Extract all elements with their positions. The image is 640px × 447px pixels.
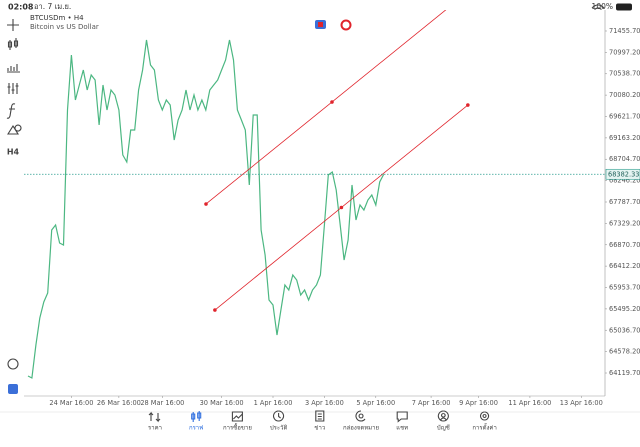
x-tick-label: 7 Apr 16:00 xyxy=(412,399,451,407)
y-tick-label: 68704.70 xyxy=(609,155,640,163)
x-tick-label: 24 Mar 16:00 xyxy=(49,399,93,407)
nav-icon xyxy=(231,411,243,422)
nav-item[interactable]: การซื้อขาย xyxy=(223,411,252,432)
analytics-tool[interactable] xyxy=(7,358,19,370)
trade-sell-icon[interactable] xyxy=(340,19,352,31)
nav-label: ราคา xyxy=(148,425,162,432)
nav-icon xyxy=(396,411,408,423)
y-tick-label: 67787.70 xyxy=(609,198,640,206)
y-tick-label: 71455.70 xyxy=(609,27,640,35)
x-tick-label: 30 Mar 16:00 xyxy=(200,399,244,407)
nav-icon xyxy=(315,410,325,422)
x-tick-label: 11 Apr 16:00 xyxy=(508,399,551,407)
chart-type-tool[interactable] xyxy=(7,38,19,50)
crosshair-tool[interactable] xyxy=(7,19,19,31)
status-time: 02:08 xyxy=(8,3,34,12)
y-tick-label: 65036.70 xyxy=(609,326,640,334)
trendline-handle xyxy=(213,308,217,312)
left-toolbar: H4 xyxy=(6,19,22,394)
y-tick-label: 69621.70 xyxy=(609,112,640,120)
y-tick-label: 65495.20 xyxy=(609,305,640,313)
nav-label: ข่าว xyxy=(314,425,325,432)
nav-item[interactable]: กราฟ xyxy=(189,411,203,432)
battery-icon xyxy=(616,3,632,11)
wifi-icon xyxy=(591,4,605,10)
y-tick-label: 70538.70 xyxy=(609,70,640,78)
nav-icon xyxy=(480,411,490,421)
trendline-handle xyxy=(456,0,460,2)
x-tick-label: 26 Mar 16:00 xyxy=(97,399,141,407)
y-tick-label: 64578.20 xyxy=(609,348,640,356)
nav-item[interactable]: ประวัติ xyxy=(270,410,288,432)
y-tick-label: 66870.70 xyxy=(609,241,640,249)
x-tick-label: 5 Apr 16:00 xyxy=(356,399,395,407)
y-tick-label: 67329.20 xyxy=(609,219,640,227)
nav-label: กล่องจดหมาย xyxy=(343,425,379,432)
nav-label: แชท xyxy=(396,425,408,432)
y-tick-label: 69163.20 xyxy=(609,134,640,142)
plot-area xyxy=(27,0,470,379)
current-price-box xyxy=(605,168,640,180)
status-date: อา. 7 เม.ย. xyxy=(34,2,71,11)
x-tick-label: 13 Apr 16:00 xyxy=(560,399,603,407)
nav-label: การตั้งค่า xyxy=(472,422,496,432)
y-tick-label: 64119.70 xyxy=(609,369,640,377)
y-tick-label: 68246.20 xyxy=(609,177,640,185)
current-price-label: 68382.33 xyxy=(608,170,639,178)
x-tick-label: 1 Apr 16:00 xyxy=(254,399,293,407)
timeframe-button[interactable]: H4 xyxy=(7,148,20,157)
objects-tool[interactable] xyxy=(7,124,22,135)
y-tick-label: 66412.20 xyxy=(609,262,640,270)
nav-icon xyxy=(437,410,449,422)
trade-panel-tool[interactable] xyxy=(8,384,18,394)
y-tick-label: 70997.20 xyxy=(609,48,640,56)
x-tick-label: 28 Mar 16:00 xyxy=(140,399,184,407)
function-tool[interactable] xyxy=(6,103,16,119)
nav-item[interactable]: บัญชี xyxy=(437,410,450,432)
nav-label: การซื้อขาย xyxy=(223,422,252,432)
nav-label: บัญชี xyxy=(437,424,450,432)
nav-item[interactable]: การตั้งค่า xyxy=(472,411,497,432)
x-tick-label: 3 Apr 16:00 xyxy=(305,399,344,407)
y-tick-label: 65953.70 xyxy=(609,284,640,292)
chart-symbol[interactable]: BTCUSDm • H4 xyxy=(30,14,84,22)
nav-icon xyxy=(355,410,366,422)
y-tick-label: 70080.20 xyxy=(609,91,640,99)
chart-description: Bitcoin vs US Dollar xyxy=(30,23,99,31)
nav-icon xyxy=(273,410,285,422)
nav-icon xyxy=(191,411,202,422)
nav-icon xyxy=(148,411,161,423)
trendline-handle xyxy=(204,202,208,206)
nav-item[interactable]: กล่องจดหมาย xyxy=(343,410,379,432)
nav-label: ประวัติ xyxy=(270,425,288,432)
price-line xyxy=(27,39,385,379)
settings-tool[interactable] xyxy=(7,83,19,94)
nav-item[interactable]: ราคา xyxy=(148,411,162,432)
x-tick-label: 9 Apr 16:00 xyxy=(459,399,498,407)
nav-label: กราฟ xyxy=(189,425,203,432)
trendline-handle xyxy=(466,103,470,107)
nav-item[interactable]: แชท xyxy=(396,411,408,432)
nav-item[interactable]: ข่าว xyxy=(314,410,325,432)
indicators-tool[interactable] xyxy=(7,64,20,73)
trendline-mid-handle xyxy=(330,100,334,104)
trendline-mid-handle xyxy=(339,205,344,210)
